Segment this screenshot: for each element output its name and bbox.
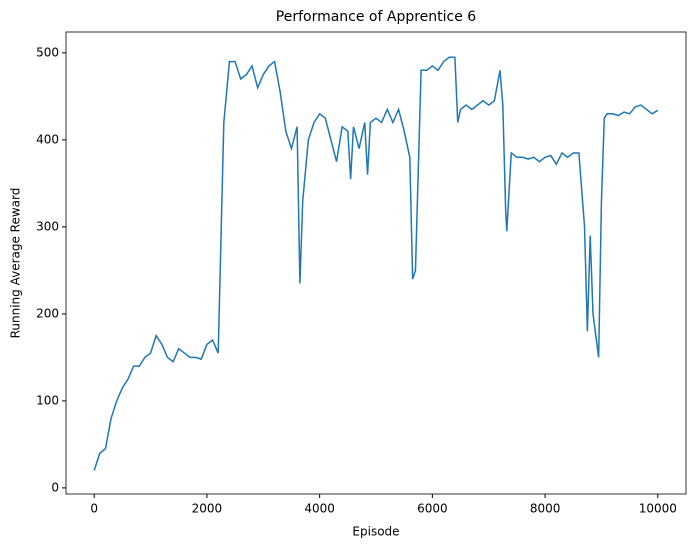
x-axis-label: Episode	[352, 525, 399, 539]
x-tick-label: 10000	[639, 502, 677, 516]
line-series	[93, 56, 659, 471]
x-tick-label: 2000	[192, 502, 223, 516]
chart-title: Performance of Apprentice 6	[276, 9, 477, 25]
x-tick-label: 4000	[304, 502, 335, 516]
y-tick-label: 500	[36, 45, 59, 59]
y-axis-label: Running Average Reward	[9, 188, 23, 339]
plot-frame	[65, 31, 687, 495]
y-tick-label: 0	[51, 480, 59, 494]
y-tick-label: 400	[36, 132, 59, 146]
x-tick-label: 8000	[530, 502, 561, 516]
x-tick-label: 6000	[417, 502, 448, 516]
y-tick-label: 300	[36, 219, 59, 233]
x-tick-label: 0	[90, 502, 98, 516]
y-tick-label: 200	[36, 306, 59, 320]
y-tick-label: 100	[36, 393, 59, 407]
